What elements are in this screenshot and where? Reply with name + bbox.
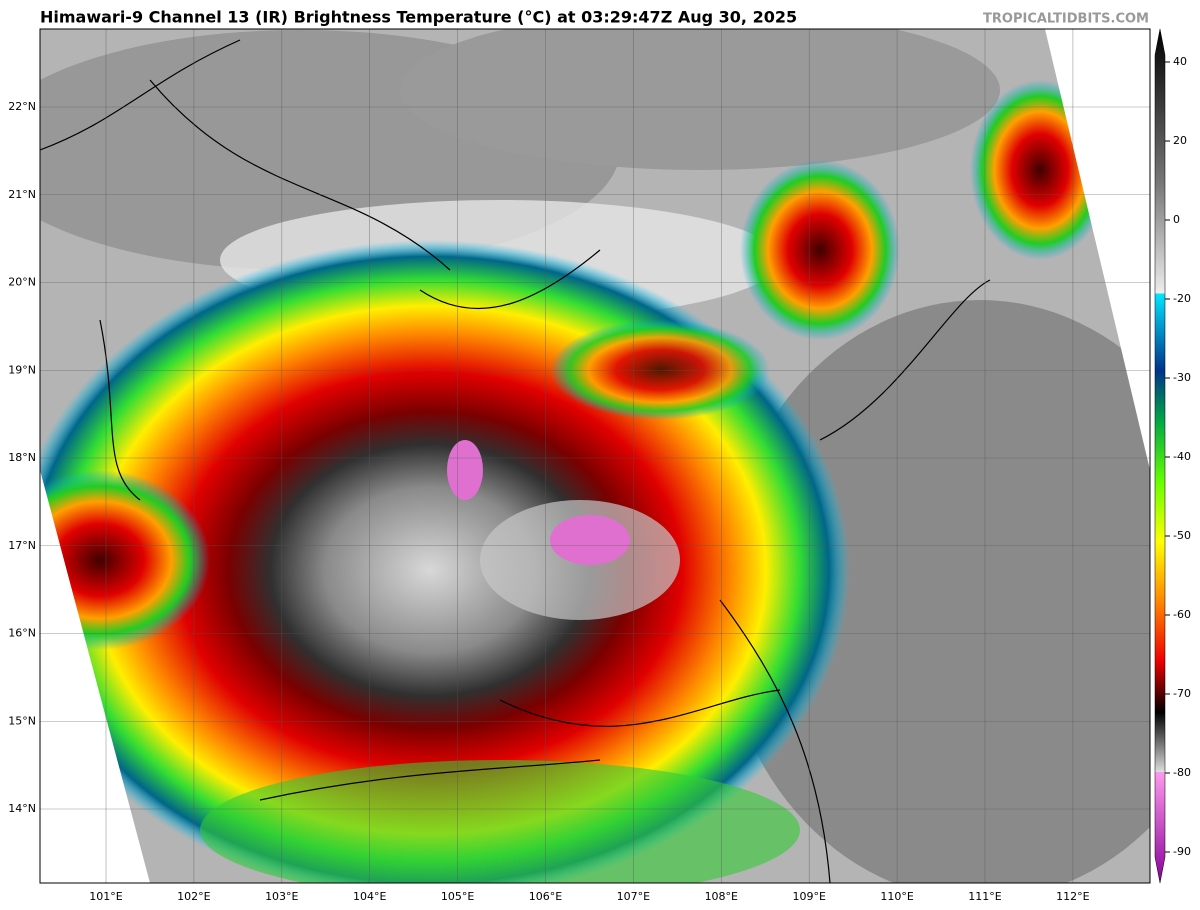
lat-label: 15°N — [8, 714, 36, 727]
colorbar-tick-label: -30 — [1173, 371, 1191, 384]
colorbar-tick-label: -70 — [1173, 687, 1191, 700]
lon-label: 104°E — [353, 890, 386, 903]
colorbar-tick-label: -90 — [1173, 845, 1191, 858]
colorbar-tick-label: -60 — [1173, 608, 1191, 621]
lon-label: 108°E — [705, 890, 738, 903]
colorbar-tick-label: -20 — [1173, 292, 1191, 305]
lon-label: 107°E — [617, 890, 650, 903]
lon-label: 110°E — [880, 890, 913, 903]
lon-label: 105°E — [441, 890, 474, 903]
colorbar-tick-label: 40 — [1173, 55, 1187, 68]
lon-label: 111°E — [968, 890, 1001, 903]
lat-label: 17°N — [8, 539, 36, 552]
graticule — [40, 29, 1150, 883]
lon-label: 106°E — [529, 890, 562, 903]
colorbar-tick-label: -50 — [1173, 529, 1191, 542]
colorbar-tick-label: 20 — [1173, 134, 1187, 147]
lon-label: 109°E — [792, 890, 825, 903]
colorbar-tick-label: -80 — [1173, 766, 1191, 779]
lon-label: 103°E — [265, 890, 298, 903]
lon-label: 102°E — [177, 890, 210, 903]
map-frame — [39, 28, 1151, 884]
lon-label: 101°E — [89, 890, 122, 903]
lat-label: 18°N — [8, 451, 36, 464]
source: TROPICALTIDBITS.COM — [983, 12, 1149, 27]
title: Himawari-9 Channel 13 (IR) Brightness Te… — [40, 8, 797, 27]
lat-label: 16°N — [8, 627, 36, 640]
colorbar — [1154, 28, 1166, 884]
lat-label: 22°N — [8, 100, 36, 113]
colorbar-tick-label: 0 — [1173, 213, 1180, 226]
lat-label: 19°N — [8, 363, 36, 376]
satellite-image — [40, 29, 1150, 883]
lon-label: 112°E — [1056, 890, 1089, 903]
lat-label: 14°N — [8, 802, 36, 815]
colorbar-tick-label: -40 — [1173, 450, 1191, 463]
lat-label: 21°N — [8, 188, 36, 201]
lat-label: 20°N — [8, 276, 36, 289]
